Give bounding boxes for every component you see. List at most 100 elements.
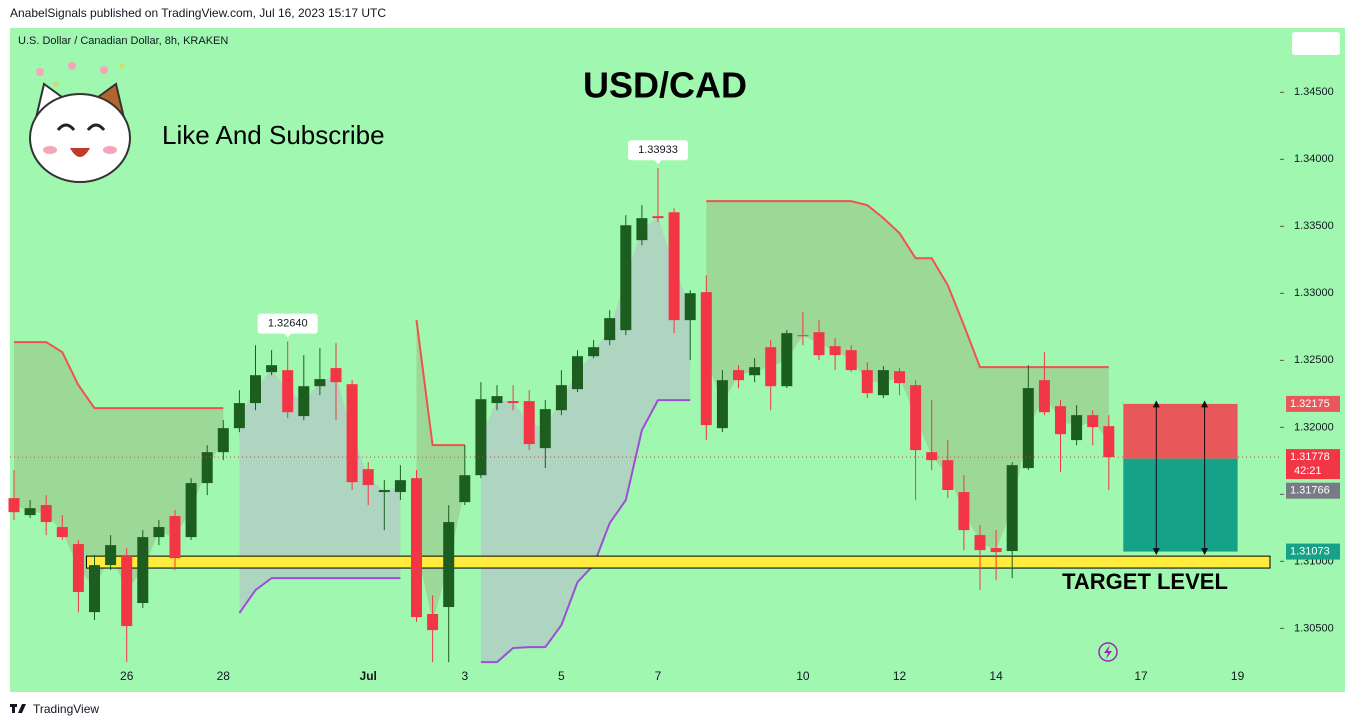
target-price-label-box [1286,543,1340,560]
stop-zone [1123,403,1238,459]
logo-part [12,704,15,713]
candle-body [1038,380,1050,413]
candle-body [604,318,616,341]
flower [68,62,76,70]
target-zone [85,555,1271,569]
candle-body [684,293,696,321]
candle-body [555,385,567,411]
candle-body [926,452,938,461]
x-tick-label: 26 [120,669,134,683]
x-tick-label: 28 [217,669,231,683]
candle-body [169,516,181,559]
y-tick-label: 1.32500 [1294,354,1334,366]
cat-mouth [70,148,90,157]
candle-body [1006,465,1018,552]
trend-line [480,399,691,664]
alert-circle [1098,642,1118,662]
candle-body [56,527,68,538]
candle-body [894,371,905,384]
candle-body [1103,426,1115,458]
x-tick-label: 5 [558,669,565,683]
logo-part [18,704,26,713]
candle-body [797,335,809,337]
header: AnabelSignals published on TradingView.c… [10,6,386,20]
chart-title: USD/CAD [583,65,747,106]
candle-body [829,346,841,356]
current-price-label: 1.31778 [1290,451,1330,463]
high-label-box [257,313,318,334]
candle-body [330,368,342,383]
y-tick-label: 1.34500 [1294,86,1334,98]
candle-body [411,478,422,618]
candle-body [8,498,20,513]
candle-body [910,385,922,451]
cat-head [29,93,131,183]
high-label: 1.33933 [638,144,678,156]
x-tick-label: 7 [655,669,662,683]
candle-body [394,480,406,493]
cat-cheek [43,146,57,154]
candle-body [346,384,358,483]
plot-background [10,28,1345,692]
candle-body [298,386,310,417]
x-tick-label: 12 [893,669,907,683]
x-tick-label: 3 [461,669,468,683]
candle-body [233,403,245,429]
y-tick-label: 1.33000 [1294,287,1334,299]
flower [36,68,44,76]
candle-body [314,379,326,387]
candle-body [1071,415,1083,441]
plot-layer: 1.305001.310001.315001.320001.325001.330… [8,86,1340,683]
high-label: 1.32640 [268,317,308,329]
cat-cheek [103,146,117,154]
candle-body [137,537,149,604]
cat-eyes [56,123,106,131]
toolbar-button[interactable] [1292,32,1340,55]
candle-body [282,370,294,413]
candle-body [185,483,197,538]
candle-body [40,505,52,523]
candle-body [942,460,954,491]
entry-price-label-box [1286,482,1340,499]
cat-icon [29,62,131,183]
alert-icon[interactable] [1098,642,1118,662]
footer-logo [10,704,26,713]
target-zone-box [1123,458,1238,552]
candle-body [733,370,744,381]
candle-body [378,490,390,493]
flower [119,63,125,69]
candle-body [781,333,793,387]
flower [53,81,59,87]
candle-body [588,347,600,357]
candle-body [1055,406,1066,435]
countdown: 42:21 [1294,465,1322,477]
target-label: TARGET LEVEL [1062,569,1228,594]
high-label-box [628,140,688,161]
candle-body [491,396,503,404]
x-tick-label: 17 [1134,669,1148,683]
y-tick-label: 1.34000 [1294,153,1334,165]
footer: TradingView [33,702,99,716]
label-pointer [654,159,662,165]
candle-body [845,350,857,371]
trend-fill [706,201,1109,551]
trend-line [14,341,224,410]
alert-bolt [1104,645,1112,659]
candle-body [877,370,889,396]
stop-price-label-box [1286,395,1340,412]
candle-body [716,380,728,429]
trend-fill [480,217,691,663]
candle-body [620,225,632,331]
trend-line [706,200,1109,369]
trend-line [238,577,401,614]
symbol: U.S. Dollar / Canadian Dollar, 8h, KRAKE… [18,35,228,47]
entry-price-label: 1.31766 [1290,485,1330,497]
x-tick-label: Jul [360,669,377,683]
y-tick-label: 1.30500 [1294,622,1334,634]
candle-body [362,469,374,486]
candle-body [121,555,133,627]
candle-body [974,535,986,551]
candle-body [443,522,455,608]
stop-price-label: 1.32175 [1290,398,1330,410]
